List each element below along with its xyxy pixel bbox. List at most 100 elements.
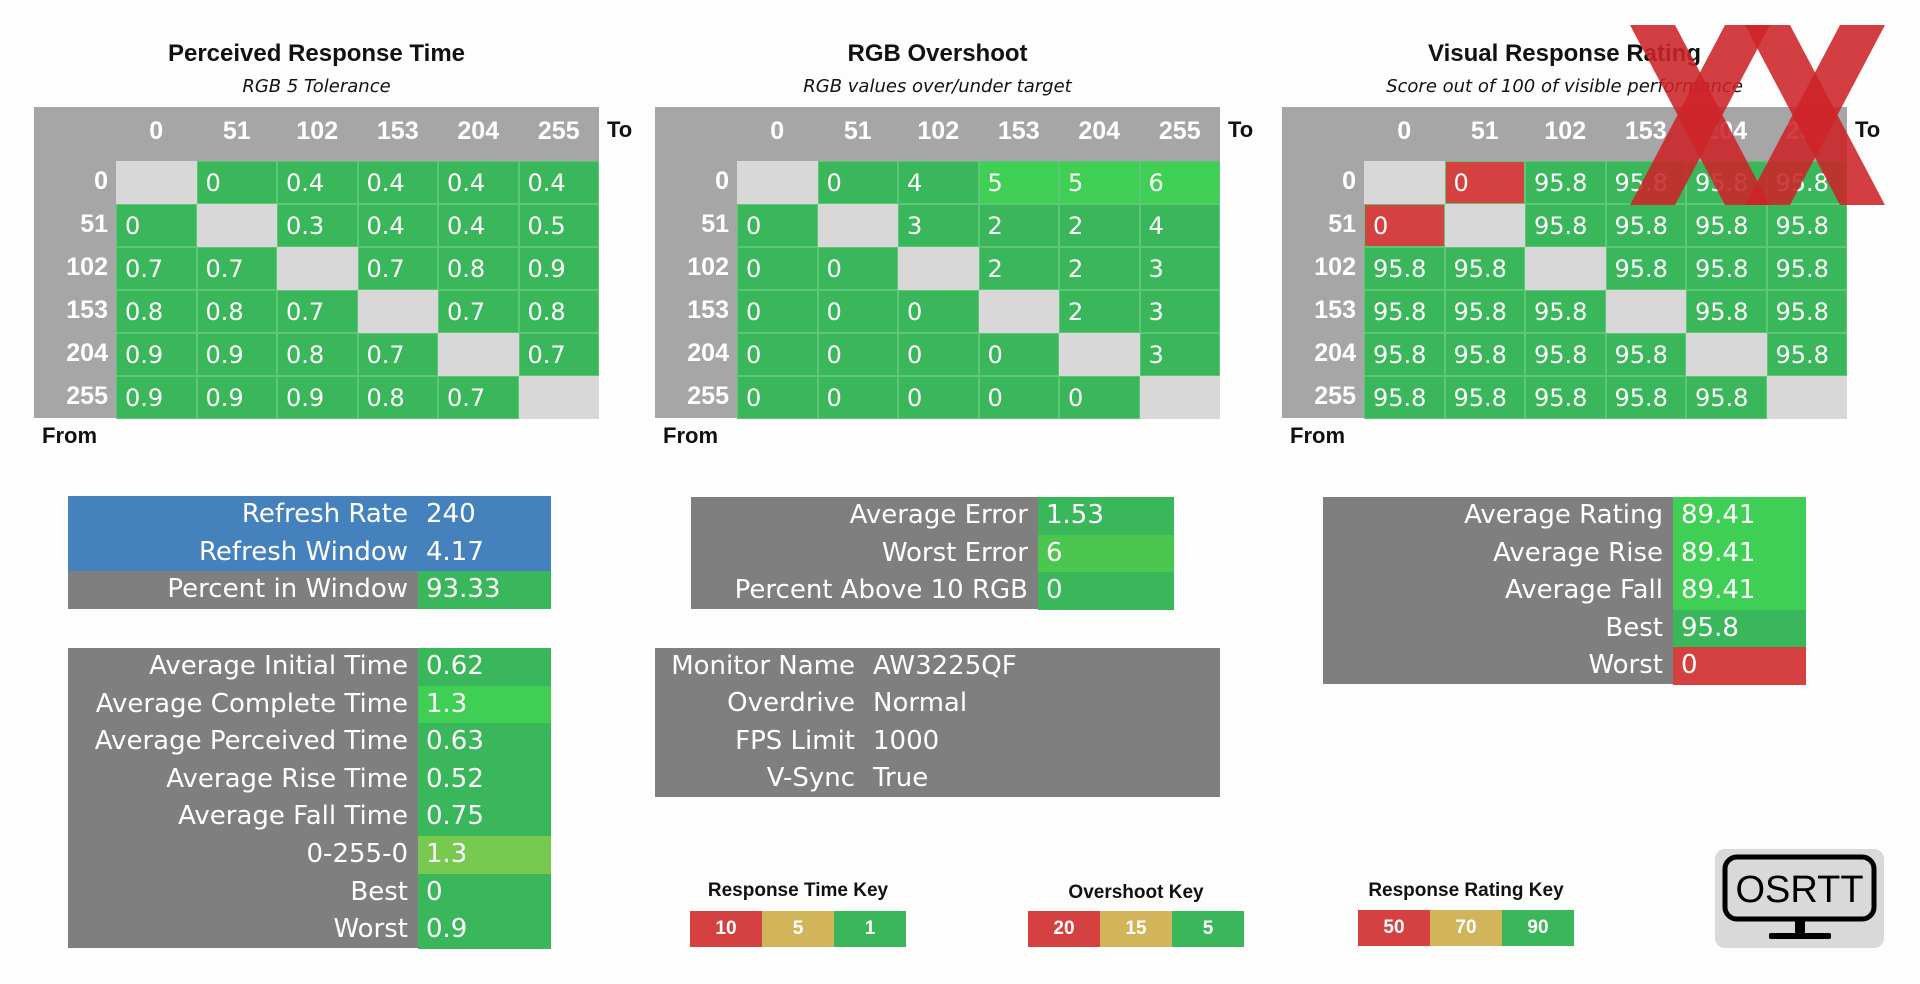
column-header: 204 (1078, 117, 1121, 145)
panel-label: 0-255-0 (306, 839, 408, 869)
matrix-cell: 95.8 (1525, 376, 1606, 419)
row-header: 102 (1314, 253, 1356, 281)
key-swatch: 20 (1028, 911, 1100, 947)
panel-value: 1.3 (418, 685, 551, 724)
panel-label: Average Fall Time (178, 801, 408, 832)
red-x-watermark-icon (1630, 25, 1885, 205)
key-swatch: 10 (690, 911, 762, 947)
panel-label: Worst Error (881, 537, 1028, 568)
panel-row: Percent Above 10 RGB 0 (691, 572, 1174, 610)
matrix-cell: 95.8 (1444, 290, 1525, 333)
matrix-title: Perceived Response Time (167, 40, 466, 67)
panel-value: 4.17 (418, 533, 551, 571)
row-header: 153 (1314, 296, 1356, 324)
to-label: To (1855, 117, 1881, 142)
panel-row: Overdrive Normal (655, 685, 1220, 723)
panel-value: 95.8 (1673, 609, 1806, 647)
from-label: From (42, 423, 97, 448)
matrix-cell (1059, 333, 1140, 376)
error-stats-panel: Average Error 1.53 Worst Error 6 Percent Abo… (691, 497, 1174, 610)
matrix-cell: 0 (737, 333, 818, 376)
matrix-cell: 0.4 (438, 204, 519, 247)
panel-value: 0 (418, 873, 551, 912)
matrix-cell: 95.8 (1525, 204, 1606, 247)
row-header: 0 (715, 167, 729, 195)
matrix-cell: 0 (817, 290, 898, 333)
matrix-cell: 0.8 (116, 290, 197, 333)
panel-label: Worst (1588, 650, 1663, 680)
matrix-cell: 0 (737, 247, 818, 290)
panel-value: 93.33 (418, 571, 551, 609)
matrix-cell: 0 (898, 290, 979, 333)
panel-label: FPS Limit (735, 725, 855, 756)
panel-value: True (865, 759, 1220, 798)
panel-value: 0.75 (418, 798, 551, 836)
panel-label: Average Error (849, 500, 1028, 530)
panel-row: Average Error 1.53 (691, 497, 1174, 535)
panel-value: 0 (1673, 647, 1806, 685)
row-header: 102 (66, 253, 108, 281)
matrix-cell: 5 (1059, 161, 1140, 204)
panel-label: Monitor Name (671, 651, 855, 681)
matrix-cell: 95.8 (1444, 376, 1525, 419)
row-header: 204 (687, 339, 729, 367)
panel-row: Average Fall 89.41 (1323, 572, 1806, 610)
panel-value: 0.62 (418, 648, 551, 686)
column-header: 153 (997, 117, 1040, 145)
matrix-cell: 0 (898, 333, 979, 376)
row-header: 153 (687, 296, 729, 324)
key-swatch: 70 (1430, 910, 1502, 946)
panel-label: Average Rise Time (166, 763, 408, 794)
row-header: 51 (1328, 210, 1356, 238)
matrix-cell: 4 (898, 161, 979, 204)
matrix-cell: 0.9 (116, 376, 197, 419)
panel-label: Average Perceived Time (94, 726, 408, 757)
matrix-cell: 0.4 (518, 161, 599, 204)
panel-label: Best (350, 876, 408, 907)
matrix-cell: 95.8 (1525, 161, 1606, 204)
matrix-cell: 0.8 (277, 333, 358, 376)
panel-row: Average Complete Time 1.3 (68, 685, 551, 724)
matrix-cell (438, 333, 519, 376)
matrix-cell: 95.8 (1766, 247, 1847, 290)
panel-row: Average Initial Time 0.62 (68, 648, 551, 686)
panel-row: Best 0 (68, 873, 551, 912)
matrix-cell: 95.8 (1686, 204, 1767, 247)
from-label: From (1290, 423, 1345, 448)
key-swatch: 50 (1358, 910, 1430, 946)
matrix-cell: 0.9 (116, 333, 197, 376)
row-header: 51 (80, 210, 108, 238)
column-header: 51 (1470, 117, 1499, 145)
matrix-cell: 4 (1139, 204, 1220, 247)
panel-row: Monitor Name AW3225QF (655, 648, 1220, 686)
matrix-cell: 95.8 (1364, 376, 1445, 419)
column-header: 255 (1158, 117, 1201, 145)
matrix-cell: 0.4 (277, 161, 358, 204)
key-title: Overshoot Key (1068, 882, 1204, 903)
matrix-cell (1605, 290, 1686, 333)
matrix-cell: 0.9 (196, 376, 277, 419)
matrix-cell: 2 (1059, 204, 1140, 247)
matrix-cell: 95.8 (1525, 333, 1606, 376)
matrix-cell: 95.8 (1444, 333, 1525, 376)
panel-label: Percent in Window (167, 574, 408, 604)
key-swatch: 1 (834, 911, 906, 947)
matrix-cell: 0.7 (357, 247, 438, 290)
key-swatch: 5 (762, 911, 834, 947)
matrix-cell (817, 204, 898, 247)
to-label: To (1228, 117, 1254, 142)
matrix-cell: 0.7 (518, 333, 599, 376)
matrix-cell: 0 (817, 376, 898, 419)
column-header: 0 (1397, 117, 1412, 145)
panel-value: 6 (1038, 534, 1174, 572)
matrix-cell: 0.9 (196, 333, 277, 376)
column-header: 0 (149, 117, 164, 145)
matrix-cell: 3 (1139, 247, 1220, 290)
matrix-cell: 0.7 (438, 376, 519, 419)
panel-row: Worst 0 (1323, 647, 1806, 685)
row-header: 102 (687, 253, 729, 281)
matrix-cell: 5 (978, 161, 1059, 204)
matrix-cell: 0 (737, 204, 818, 247)
panel-row: Average Rise Time 0.52 (68, 760, 551, 799)
refresh-panel: Refresh Rate 240 Refresh Window 4.17 Percent… (68, 496, 551, 609)
